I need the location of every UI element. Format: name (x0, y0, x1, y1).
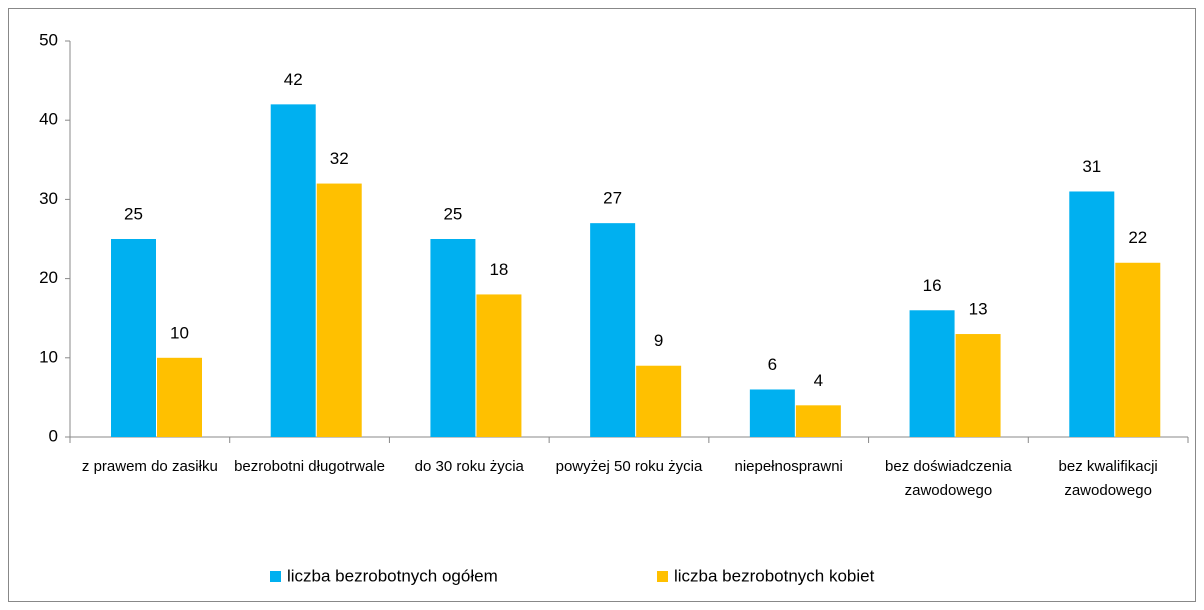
bar (1069, 191, 1115, 437)
y-tick-label: 50 (39, 30, 58, 49)
data-label: 25 (124, 204, 143, 223)
x-tick-label: z prawem do zasiłku (81, 458, 218, 475)
bar (476, 294, 522, 437)
data-label: 13 (969, 300, 988, 319)
bar (1115, 262, 1161, 437)
bar (270, 104, 316, 438)
y-tick-label: 40 (39, 110, 58, 129)
data-label: 10 (170, 323, 189, 342)
bar (636, 365, 682, 437)
legend-label: liczba bezrobotnych kobiet (674, 566, 875, 585)
data-label: 6 (768, 355, 777, 374)
x-tick-label: bezrobotni długotrwale (234, 458, 386, 475)
data-label: 25 (443, 204, 462, 223)
x-tick-label: niepełnosprawni (734, 458, 843, 475)
data-label: 16 (923, 276, 942, 295)
data-label: 4 (814, 371, 823, 390)
y-tick-label: 20 (39, 268, 58, 287)
data-label: 9 (654, 331, 663, 350)
legend-swatch (270, 571, 281, 582)
y-tick-label: 0 (49, 426, 58, 445)
bar (955, 334, 1001, 437)
bar (111, 239, 156, 437)
x-tick-label: bez doświadczenia zawodowego (885, 458, 1012, 499)
y-tick-label: 30 (39, 189, 58, 208)
legend-label: liczba bezrobotnych ogółem (287, 566, 498, 585)
data-label: 18 (489, 260, 508, 279)
y-tick-label: 10 (39, 347, 58, 366)
data-label: 32 (330, 149, 349, 168)
bar (749, 389, 795, 437)
x-tick-label: powyżej 50 roku życia (555, 458, 703, 475)
data-label: 42 (284, 70, 303, 89)
bar (590, 223, 636, 437)
bar (157, 357, 202, 437)
data-label: 27 (603, 189, 622, 208)
bar (795, 405, 841, 437)
x-tick-label: bez kwalifikacji zawodowego (1058, 458, 1158, 499)
bar (909, 310, 955, 437)
bar (430, 239, 476, 437)
data-label: 22 (1128, 228, 1147, 247)
bar (316, 183, 362, 437)
data-label: 31 (1082, 157, 1101, 176)
x-tick-label: do 30 roku życia (414, 458, 524, 475)
legend-swatch (657, 571, 668, 582)
